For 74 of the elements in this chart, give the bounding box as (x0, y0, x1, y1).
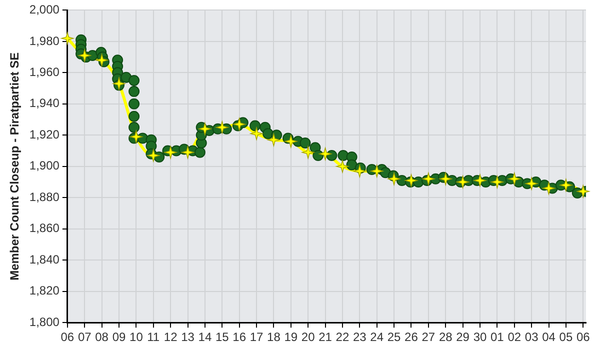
x-tick-label: 01 (490, 330, 504, 344)
y-tick-label: 1,920 (29, 127, 60, 142)
y-tick-label: 1,880 (29, 190, 60, 204)
point (267, 133, 280, 146)
point (95, 54, 108, 67)
x-tick-label: 03 (524, 330, 539, 344)
x-tick-label: 19 (284, 330, 298, 344)
y-tick-label: 1,900 (29, 158, 60, 173)
y-tick-label: 1,840 (29, 252, 60, 266)
x-tick-label: 06 (576, 330, 590, 344)
y-tick-label: 1,800 (29, 314, 60, 329)
y-tick-label: 1,860 (29, 221, 60, 236)
x-tick-label: 20 (301, 330, 316, 344)
point (147, 149, 160, 162)
y-tick-label: 1,980 (29, 34, 60, 48)
point (490, 176, 504, 188)
point (198, 122, 212, 136)
x-tick-label: 08 (95, 330, 109, 344)
y-tick-label: 2,000 (29, 2, 60, 17)
y-axis-title: Member Count Closeup - Piratpartiet SE (8, 52, 22, 280)
point (422, 172, 435, 186)
y-tick-label: 1,940 (29, 96, 60, 110)
x-tick-label: 23 (352, 330, 367, 344)
point (439, 172, 452, 186)
x-tick-label: 06 (60, 330, 74, 344)
x-tick-label: 02 (508, 330, 522, 344)
point (508, 172, 521, 186)
point (404, 174, 418, 187)
point (284, 135, 298, 148)
x-tick-label: 10 (130, 330, 144, 344)
x-tick-label: 22 (336, 330, 350, 344)
x-tick-label: 28 (438, 330, 453, 344)
x-tick-label: 04 (542, 330, 556, 344)
x-tick-label: 11 (147, 330, 160, 344)
point (560, 178, 572, 192)
x-tick-label: 30 (473, 330, 487, 344)
x-tick-label: 25 (387, 330, 402, 344)
point (164, 146, 177, 159)
y-tick-label: 1,820 (29, 284, 60, 298)
point (181, 146, 194, 159)
point (318, 148, 332, 160)
point (388, 172, 400, 186)
point (232, 118, 246, 131)
point (542, 182, 556, 195)
x-tick-label: 17 (250, 330, 264, 344)
x-tick-label: 29 (456, 330, 470, 344)
point (250, 127, 263, 140)
x-tick-label: 16 (232, 330, 246, 344)
point (576, 185, 590, 198)
point (353, 164, 366, 178)
point (370, 164, 384, 178)
x-tick-label: 05 (559, 330, 573, 344)
x-tick-label: 18 (267, 330, 281, 344)
y-tick-label: 1,960 (29, 64, 60, 79)
x-tick-label: 21 (318, 330, 332, 344)
x-tick-label: 24 (370, 330, 384, 344)
point (130, 130, 143, 144)
x-tick-label: 26 (404, 330, 418, 344)
point (336, 160, 349, 173)
point (456, 176, 470, 188)
x-tick-label: 13 (181, 330, 195, 344)
x-tick-label: 15 (215, 330, 230, 344)
point (302, 146, 314, 159)
x-tick-label: 07 (78, 330, 92, 344)
x-tick-label: 27 (422, 330, 436, 344)
point (112, 77, 126, 90)
x-tick-label: 09 (112, 330, 126, 344)
x-tick-label: 14 (198, 330, 212, 344)
point (525, 177, 538, 190)
point (474, 174, 486, 187)
point (61, 32, 74, 45)
x-tick-label: 12 (164, 330, 178, 344)
point (216, 121, 228, 134)
point (78, 49, 91, 62)
